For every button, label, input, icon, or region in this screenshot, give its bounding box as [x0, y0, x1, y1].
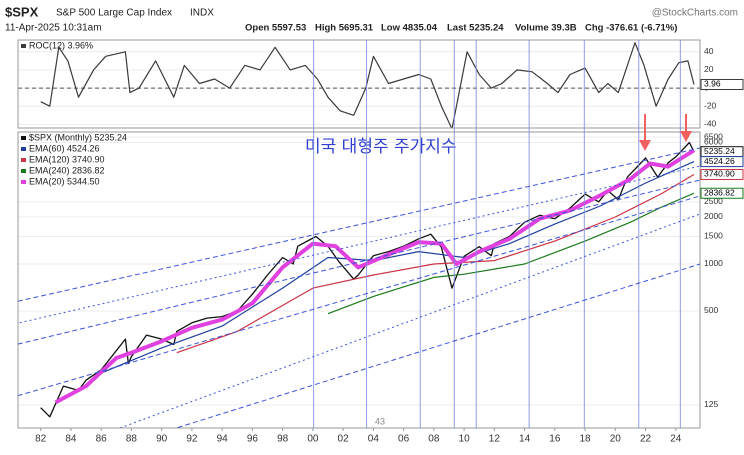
y-tick-label: 1000 — [704, 258, 723, 268]
y-tick-label: 20 — [704, 64, 714, 74]
legend-label: EMA(20) 5344.50 — [29, 176, 100, 186]
legend-swatch — [21, 44, 26, 48]
legend-label: $SPX (Monthly) 5235.24 — [29, 132, 127, 142]
x-tick-label: 82 — [35, 434, 47, 445]
channel-line — [18, 147, 700, 302]
x-tick-label: 24 — [670, 434, 682, 445]
x-tick-label: 86 — [96, 434, 108, 445]
channel-line — [119, 213, 700, 428]
x-tick-label: 06 — [398, 434, 410, 445]
x-tick-label: 98 — [277, 434, 289, 445]
x-tick-label: 90 — [156, 434, 168, 445]
last-value-label: 4524.26 — [704, 156, 735, 166]
annotation: 미국 대형주 주가지수 — [305, 137, 457, 157]
x-tick-label: 14 — [519, 434, 531, 445]
last-value-label: 2836.82 — [704, 187, 735, 197]
x-tick-label: 08 — [428, 434, 440, 445]
series-line — [54, 148, 696, 405]
y-tick-label: 125 — [704, 399, 718, 409]
legend-label: EMA(240) 2836.82 — [29, 165, 105, 175]
series-line — [176, 173, 695, 354]
x-tick-label: 22 — [640, 434, 652, 445]
last-value-box — [700, 78, 744, 90]
legend-swatch — [21, 147, 26, 151]
channel-line — [18, 165, 700, 324]
x-tick-label: 88 — [126, 434, 138, 445]
x-tick-label: 96 — [247, 434, 259, 445]
legend-swatch — [21, 136, 26, 140]
x-tick-label: 94 — [217, 434, 229, 445]
x-tick-label: 20 — [610, 434, 622, 445]
legend-label: ROC(12) 3.96% — [29, 40, 93, 50]
trend-channels — [18, 147, 700, 428]
y-tick-label: 2000 — [704, 211, 723, 221]
channel-line — [18, 195, 700, 397]
y-tick-label: 40 — [704, 46, 714, 56]
x-tick-label: 10 — [459, 434, 471, 445]
legend-swatch — [21, 169, 26, 173]
y-tick-label: 500 — [704, 305, 718, 315]
high: High 5695.31 — [315, 23, 374, 34]
x-tick-label: 02 — [338, 434, 350, 445]
y-tick-label: 2500 — [704, 196, 723, 206]
annotation: 43 — [375, 416, 385, 426]
volume: Volume 39.3B — [515, 23, 577, 34]
index-name: S&P 500 Large Cap Index — [56, 8, 172, 19]
last: Last 5235.24 — [447, 23, 504, 34]
change: Chg -376.61 (-6.71%) — [585, 23, 677, 34]
y-tick-label: -20 — [704, 100, 717, 110]
x-tick-label: 18 — [580, 434, 592, 445]
x-tick-label: 00 — [307, 434, 319, 445]
x-tick-label: 84 — [65, 434, 77, 445]
last-value-label: 3740.90 — [704, 169, 735, 179]
date: 11-Apr-2025 10:31am — [5, 23, 102, 34]
series-line — [40, 42, 695, 128]
x-tick-label: 16 — [549, 434, 561, 445]
last-value-label: 3.96 — [704, 79, 721, 89]
x-tick-label: 04 — [368, 434, 380, 445]
y-tick-label: 1500 — [704, 231, 723, 241]
legend-swatch — [21, 180, 26, 184]
channel-line — [18, 179, 700, 345]
y-tick-label: -40 — [704, 119, 717, 129]
last-value-box — [700, 156, 744, 168]
y-tick-label: 6500 — [704, 131, 723, 141]
panel-frame — [17, 39, 701, 129]
low: Low 4835.04 — [381, 23, 438, 34]
legend-swatch — [21, 158, 26, 162]
series-line — [100, 161, 695, 374]
plot-area — [18, 42, 700, 128]
x-tick-label: 12 — [489, 434, 501, 445]
last-value-box — [700, 187, 744, 199]
legend-label: EMA(60) 4524.26 — [29, 143, 100, 153]
last-value-label: 5235.24 — [704, 146, 735, 156]
panel-frame — [17, 131, 701, 429]
legend-label: EMA(120) 3740.90 — [29, 154, 105, 164]
x-tick-label: 92 — [186, 434, 198, 445]
open: Open 5597.53 — [245, 23, 306, 34]
series-line — [327, 192, 695, 315]
y-tick-label: 6000 — [704, 137, 723, 147]
exchange: INDX — [190, 8, 214, 19]
last-value-box — [700, 168, 744, 180]
plot-area — [18, 136, 700, 418]
arrows — [639, 114, 692, 151]
arrow-head — [680, 131, 692, 142]
arrow-head — [639, 140, 651, 151]
channel-line — [174, 263, 700, 428]
series-line — [40, 141, 695, 418]
source: @StockCharts.com — [652, 8, 738, 19]
symbol: $SPX — [5, 4, 39, 19]
